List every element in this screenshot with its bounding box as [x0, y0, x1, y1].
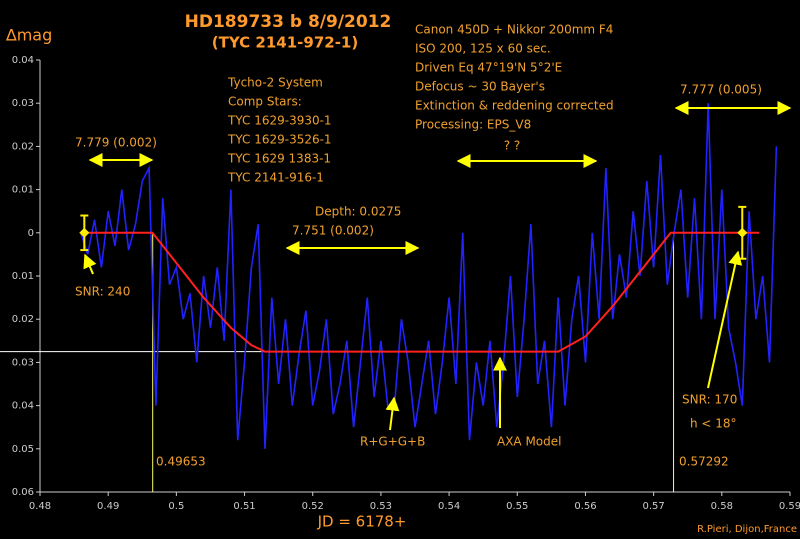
annotation: 7.751 (0.002) [292, 224, 374, 238]
series-line [80, 103, 778, 449]
y-tick-label: 0.02 [12, 141, 34, 152]
x-tick-label: 0.57 [643, 501, 665, 512]
annotation: SNR: 240 [75, 285, 130, 299]
annotation: 0.57292 [679, 455, 729, 469]
x-tick-label: 0.49 [97, 501, 119, 512]
annotation: ? ? [504, 139, 521, 153]
y-tick-label: 0 [28, 228, 34, 239]
annotation: 7.777 (0.005) [680, 83, 762, 97]
arrows [83, 101, 792, 431]
annotation: R+G+G+B [360, 435, 425, 449]
annotation: Processing: EPS_V8 [415, 118, 531, 132]
credit: R.Pieri, Dijon,France [697, 524, 797, 535]
annotation: Canon 450D + Nikkor 200mm F4 [415, 23, 613, 37]
annotation: 0.49653 [156, 455, 206, 469]
x-axis-label: JD = 6178+ [317, 513, 407, 531]
annotation: TYC 1629-3930-1 [227, 114, 332, 128]
point [79, 227, 90, 238]
y-tick-label: 0.01 [12, 185, 34, 196]
arrow [385, 396, 400, 431]
annotation: TYC 1629-3526-1 [227, 133, 332, 147]
annotation: ISO 200, 125 x 60 sec. [415, 42, 551, 56]
y-tick-label: 0.05 [12, 444, 34, 455]
x-tick-label: 0.55 [506, 501, 528, 512]
annotation: 7.779 (0.002) [75, 136, 157, 150]
annotation: SNR: 170 [682, 393, 737, 407]
x-tick-label: 0.58 [711, 501, 733, 512]
x-tick-label: 0.5 [168, 501, 184, 512]
x-tick-label: 0.52 [302, 501, 324, 512]
x-tick-label: 0.59 [779, 501, 800, 512]
annotation: Tycho-2 System [227, 76, 323, 90]
annotation: Comp Stars: [228, 95, 302, 109]
x-tick-label: 0.53 [370, 501, 392, 512]
chart-title: HD189733 b 8/9/2012 [185, 12, 392, 32]
arrow [83, 253, 97, 275]
y-tick-label: 0.03 [12, 357, 34, 368]
y-axis-label: ∆mag [5, 26, 52, 45]
annotation: h < 18° [690, 417, 737, 431]
y-tick-label: 0.02 [12, 314, 34, 325]
x-tick-label: 0.48 [29, 501, 51, 512]
y-tick-label: 0.01 [12, 271, 34, 282]
arrow [707, 250, 743, 389]
y-tick-label: 0.04 [12, 401, 34, 412]
chart-subtitle: (TYC 2141-972-1) [212, 34, 358, 52]
annotation: TYC 2141-916-1 [227, 171, 324, 185]
series-line [84, 231, 760, 353]
x-tick-label: 0.51 [233, 501, 255, 512]
annotation: Driven Eq 47°19'N 5°2'E [415, 61, 562, 75]
x-tick-label: 0.56 [574, 501, 596, 512]
annotation: Depth: 0.0275 [315, 205, 401, 219]
y-tick-label: 0.06 [12, 487, 34, 498]
annotation: AXA Model [497, 435, 561, 449]
y-tick-label: 0.03 [12, 98, 34, 109]
point [737, 227, 748, 238]
annotation: Extinction & reddening corrected [415, 99, 614, 113]
annotation: Defocus ~ 30 Bayer's [415, 80, 545, 94]
x-tick-label: 0.54 [438, 501, 460, 512]
y-tick-label: 0.04 [12, 55, 34, 66]
annotation: TYC 1629 1383-1 [227, 152, 331, 166]
